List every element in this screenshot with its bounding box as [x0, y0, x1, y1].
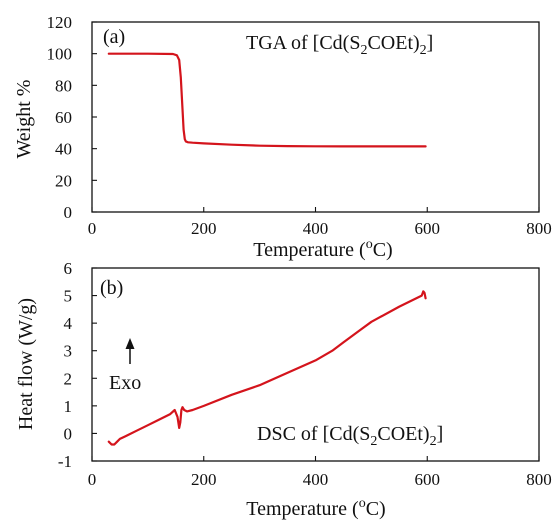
panel-b-title-sub2: 2 [430, 434, 437, 449]
panel-a-x-tick-label: 200 [191, 219, 217, 238]
panel-a-y-tick-label: 20 [55, 171, 72, 190]
panel-b-x-tick-label: 0 [88, 470, 97, 489]
exo-annotation: Exo [109, 372, 141, 394]
panel-a-y-tick-label: 100 [47, 45, 73, 64]
panel-a-x-tick-label: 800 [526, 219, 552, 238]
panel-b-x-tick-label: 600 [415, 470, 441, 489]
panel-a-x-tick-label: 600 [415, 219, 441, 238]
panel-a-x-tick-labels: 0 200 400 600 800 [88, 219, 552, 238]
panel-a-y-tick-label: 60 [55, 108, 72, 127]
panel-b-x-axis-title: Temperature (oC) [246, 496, 385, 520]
panel-b-title-sub1: 2 [370, 434, 377, 449]
panel-a-xlabel-sup: o [366, 237, 373, 252]
panel-a-title-sub2: 2 [420, 43, 427, 58]
panel-b-x-tick-labels: 0 200 400 600 800 [88, 470, 552, 489]
panel-b-y-tick-label: 6 [64, 259, 73, 278]
panel-b-title-main: DSC of [Cd(S [257, 423, 370, 445]
panel-b-y-tick-label: 5 [64, 287, 73, 306]
panel-b-y-tick-label: 3 [64, 342, 73, 361]
panel-a-tga: 0 200 400 600 800 0 20 40 60 80 100 120 (a) TGA of… [13, 13, 552, 261]
panel-a-x-tick-label: 0 [88, 219, 97, 238]
panel-b-label: (b) [100, 277, 123, 299]
panel-a-label: (a) [103, 26, 125, 48]
panel-b-y-tick-label: 0 [64, 424, 73, 443]
panel-b-x-tick-label: 400 [303, 470, 329, 489]
panel-a-title-end: ] [427, 32, 434, 54]
panel-a-y-tick-label: 120 [47, 13, 73, 32]
panel-a-y-axis-title: Weight % [13, 80, 35, 159]
panel-b-y-tick-labels: -1 0 1 2 3 4 5 6 [58, 259, 73, 471]
panel-b-x-tick-label: 800 [526, 470, 552, 489]
panel-b-x-tick-label: 200 [191, 470, 217, 489]
panel-a-y-tick-labels: 0 20 40 60 80 100 120 [47, 13, 73, 222]
panel-b-series-line [107, 290, 427, 446]
panel-a-y-tick-label: 40 [55, 140, 72, 159]
panel-a-title: TGA of [Cd(S2COEt)2] [246, 32, 433, 58]
panel-a-title-main: TGA of [Cd(S [246, 32, 360, 54]
panel-a-y-tick-label: 0 [64, 203, 73, 222]
panel-b-y-axis-title: Heat flow (W/g) [15, 298, 37, 430]
panel-b-xlabel-sup: o [359, 496, 366, 511]
panel-a-xlabel-end: C) [373, 239, 393, 261]
panel-b-dsc: 0 200 400 600 800 -1 0 1 2 3 4 5 6 (b) Exo DSC of [… [15, 259, 552, 520]
panel-b-title-mid: COEt) [377, 423, 429, 445]
exo-arrow [125, 338, 135, 364]
panel-a-x-axis-title: Temperature (oC) [253, 237, 392, 261]
panel-a-xlabel-main: Temperature ( [253, 239, 366, 261]
panel-b-y-tick-label: 1 [64, 397, 73, 416]
exo-arrow-head [125, 338, 135, 349]
panel-b-xlabel-main: Temperature ( [246, 498, 359, 520]
panel-a-x-tick-label: 400 [303, 219, 329, 238]
panel-a-series-line [107, 52, 427, 148]
panel-a-ticks [91, 21, 540, 213]
panel-b-y-tick-label: 4 [64, 314, 73, 333]
panel-a-title-mid: COEt) [367, 32, 419, 54]
panel-b-xlabel-end: C) [366, 498, 386, 520]
panel-b-y-tick-label: -1 [58, 452, 72, 471]
panel-a-y-tick-label: 80 [55, 76, 72, 95]
panel-b-title: DSC of [Cd(S2COEt)2] [257, 423, 443, 449]
panel-b-title-end: ] [437, 423, 444, 445]
panel-a-title-sub1: 2 [360, 43, 367, 58]
panel-b-ticks [91, 267, 540, 462]
panel-b-y-tick-label: 2 [64, 369, 73, 388]
